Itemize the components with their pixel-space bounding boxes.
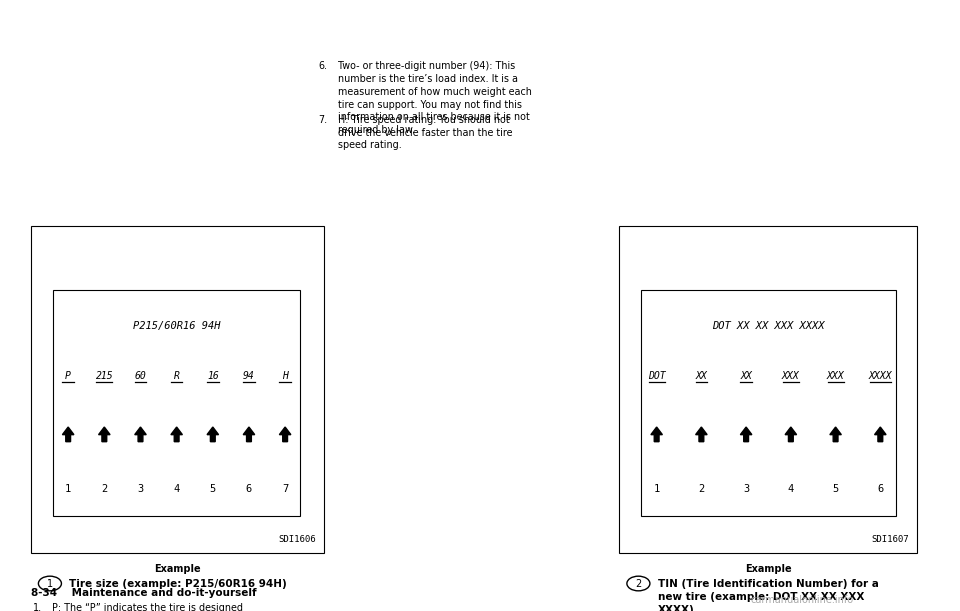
Text: 6.: 6. (319, 61, 327, 71)
Polygon shape (207, 427, 219, 442)
Text: XXX: XXX (827, 371, 845, 381)
Polygon shape (134, 427, 146, 442)
Text: Two- or three-digit number (94): This
number is the tire’s load index. It is a
m: Two- or three-digit number (94): This nu… (338, 61, 532, 135)
Bar (619, 226, 917, 553)
Bar (31, 226, 324, 553)
Text: 6: 6 (246, 484, 252, 494)
Polygon shape (651, 427, 662, 442)
Text: R: R (174, 371, 180, 381)
Bar (53, 290, 300, 516)
Polygon shape (62, 427, 74, 442)
Text: XXX: XXX (782, 371, 800, 381)
Text: 1: 1 (654, 484, 660, 494)
Text: XX: XX (740, 371, 752, 381)
Text: 94: 94 (243, 371, 254, 381)
Text: Example: Example (154, 564, 201, 574)
Text: 6: 6 (877, 484, 883, 494)
Text: 8-34    Maintenance and do-it-yourself: 8-34 Maintenance and do-it-yourself (31, 588, 256, 598)
Text: 1.: 1. (33, 603, 42, 611)
Text: 4: 4 (174, 484, 180, 494)
Polygon shape (696, 427, 708, 442)
Text: SDI1607: SDI1607 (872, 535, 909, 544)
Text: 16: 16 (207, 371, 219, 381)
Polygon shape (279, 427, 291, 442)
Polygon shape (99, 427, 110, 442)
Polygon shape (875, 427, 886, 442)
Text: DOT: DOT (648, 371, 665, 381)
Text: TIN (Tire Identification Number) for a
new tire (example: DOT XX XX XXX
XXXX): TIN (Tire Identification Number) for a n… (658, 579, 878, 611)
Polygon shape (829, 427, 841, 442)
Text: P215/60R16 94H: P215/60R16 94H (132, 321, 221, 331)
Text: 60: 60 (134, 371, 146, 381)
Polygon shape (740, 427, 752, 442)
Text: H: Tire speed rating. You should not
drive the vehicle faster than the tire
spee: H: Tire speed rating. You should not dri… (338, 115, 513, 150)
Polygon shape (171, 427, 182, 442)
Text: 215: 215 (95, 371, 113, 381)
Text: 2: 2 (698, 484, 705, 494)
Text: P: P (65, 371, 71, 381)
Text: 3: 3 (743, 484, 749, 494)
Text: 7: 7 (282, 484, 288, 494)
Text: 5: 5 (209, 484, 216, 494)
Bar (641, 290, 896, 516)
Polygon shape (243, 427, 254, 442)
Text: Example: Example (745, 564, 791, 574)
Text: 2: 2 (101, 484, 108, 494)
Text: Tire size (example: P215/60R16 94H): Tire size (example: P215/60R16 94H) (69, 579, 287, 588)
Text: XX: XX (695, 371, 708, 381)
Text: 1: 1 (47, 579, 53, 588)
Text: 7.: 7. (319, 115, 328, 125)
Text: XXXX: XXXX (869, 371, 892, 381)
Text: 1: 1 (65, 484, 71, 494)
Text: 5: 5 (832, 484, 839, 494)
Text: carmanualonline.info: carmanualonline.info (750, 595, 853, 605)
Text: 4: 4 (788, 484, 794, 494)
Text: 3: 3 (137, 484, 144, 494)
Text: 2: 2 (636, 579, 641, 588)
Text: P: The “P” indicates the tire is designed
for passenger vehicles. (Not all tires: P: The “P” indicates the tire is designe… (52, 603, 243, 611)
Text: SDI1606: SDI1606 (278, 535, 316, 544)
Polygon shape (785, 427, 797, 442)
Text: DOT XX XX XXX XXXX: DOT XX XX XXX XXXX (712, 321, 825, 331)
Text: H: H (282, 371, 288, 381)
